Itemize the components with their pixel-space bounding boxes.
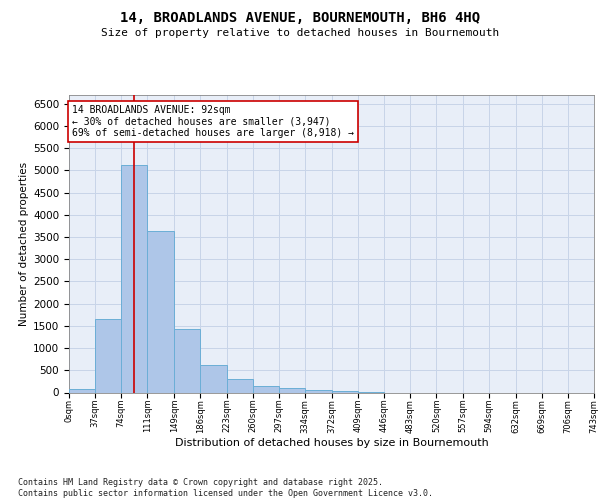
Bar bbox=[95, 319, 121, 392]
Text: 14 BROADLANDS AVENUE: 92sqm
← 30% of detached houses are smaller (3,947)
69% of : 14 BROADLANDS AVENUE: 92sqm ← 30% of det… bbox=[72, 105, 354, 138]
Text: Contains HM Land Registry data © Crown copyright and database right 2025.
Contai: Contains HM Land Registry data © Crown c… bbox=[18, 478, 433, 498]
X-axis label: Distribution of detached houses by size in Bournemouth: Distribution of detached houses by size … bbox=[175, 438, 488, 448]
Bar bbox=[227, 378, 253, 392]
Text: 14, BROADLANDS AVENUE, BOURNEMOUTH, BH6 4HQ: 14, BROADLANDS AVENUE, BOURNEMOUTH, BH6 … bbox=[120, 11, 480, 25]
Bar bbox=[174, 330, 200, 392]
Bar bbox=[305, 390, 332, 392]
Bar bbox=[279, 388, 305, 392]
Bar bbox=[121, 165, 148, 392]
Text: Size of property relative to detached houses in Bournemouth: Size of property relative to detached ho… bbox=[101, 28, 499, 38]
Y-axis label: Number of detached properties: Number of detached properties bbox=[19, 162, 29, 326]
Bar bbox=[253, 386, 279, 392]
Bar bbox=[69, 389, 95, 392]
Bar bbox=[332, 391, 358, 392]
Bar bbox=[148, 232, 174, 392]
Bar bbox=[200, 365, 227, 392]
